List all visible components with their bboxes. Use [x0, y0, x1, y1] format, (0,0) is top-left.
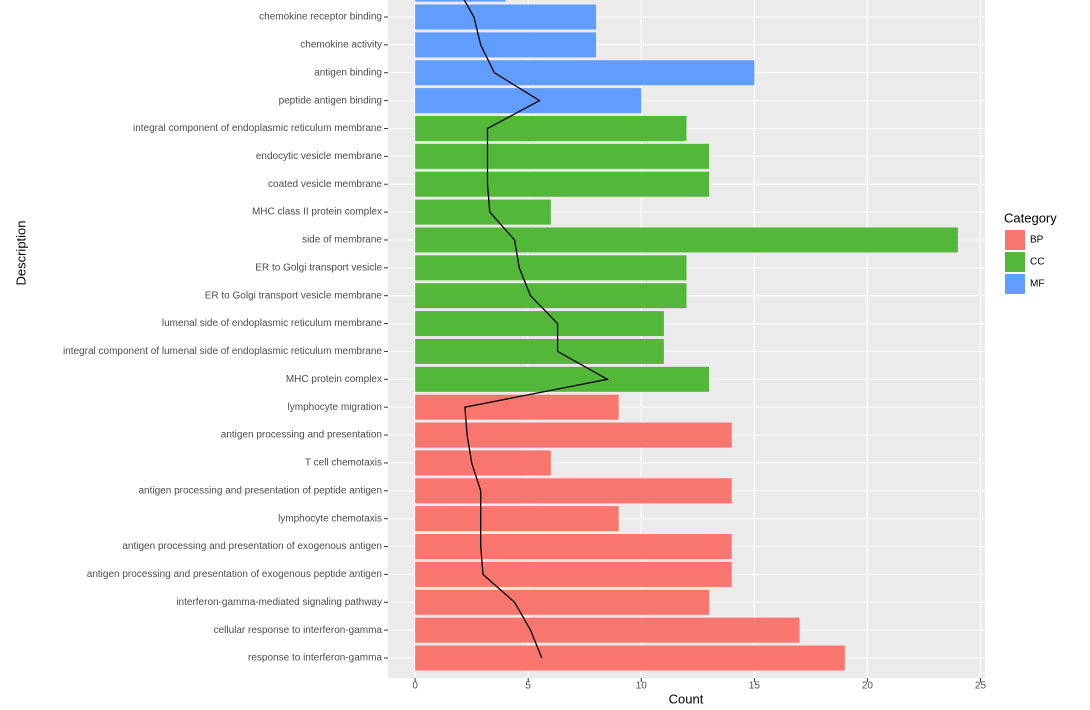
y-tick-label: lymphocyte migration	[288, 402, 382, 413]
bar	[415, 645, 845, 671]
bar	[415, 450, 551, 476]
bar	[415, 143, 710, 169]
y-tick-label: MHC protein complex	[286, 374, 382, 385]
legend-key	[1005, 274, 1025, 294]
y-tick-label: chemokine receptor binding	[259, 12, 382, 23]
y-tick-label: integral component of lumenal side of en…	[63, 346, 382, 357]
x-tick-label: 25	[975, 681, 987, 692]
legend-key	[1005, 252, 1025, 272]
y-axis-title: Description	[13, 220, 28, 285]
bar	[415, 617, 800, 643]
y-tick-label: antigen processing and presentation of e…	[122, 541, 382, 552]
y-tick-label: interferon-gamma-mediated signaling path…	[176, 597, 382, 608]
y-tick-label: endocytic vesicle membrane	[256, 151, 383, 162]
bar	[415, 534, 732, 560]
bar	[415, 338, 664, 364]
bar	[415, 199, 551, 225]
y-tick-label: antigen processing and presentation of p…	[138, 485, 382, 496]
y-tick-label: ER to Golgi transport vesicle membrane	[205, 290, 383, 301]
bar	[415, 4, 597, 30]
y-tick-label: T cell chemotaxis	[305, 458, 382, 469]
legend-label: BP	[1030, 235, 1044, 246]
bar	[415, 255, 687, 281]
legend-label: CC	[1030, 257, 1044, 268]
x-tick-label: 15	[749, 681, 761, 692]
bar	[415, 589, 710, 615]
bar	[415, 283, 687, 309]
legend-title: Category	[1004, 210, 1057, 225]
bar	[415, 32, 597, 58]
y-tick-label: antigen binding	[314, 67, 382, 78]
bar	[415, 115, 687, 141]
y-tick-label: cellular response to interferon-gamma	[214, 625, 383, 636]
bar	[415, 171, 710, 197]
x-axis-title: Count	[669, 691, 704, 706]
x-tick-label: 20	[862, 681, 874, 692]
y-tick-label: lymphocyte chemotaxis	[278, 513, 382, 524]
bar	[415, 88, 642, 114]
bar	[415, 506, 619, 532]
y-tick-label: ER to Golgi transport vesicle	[255, 262, 382, 273]
bar	[415, 561, 732, 587]
y-tick-label: chemokine activity	[300, 40, 382, 51]
y-tick-label: antigen processing and presentation of e…	[87, 569, 382, 580]
bar	[415, 60, 755, 86]
bar	[415, 311, 664, 337]
y-tick-label: MHC class II protein complex	[252, 207, 382, 218]
bar	[415, 227, 958, 253]
y-tick-label: coated vesicle membrane	[268, 179, 382, 190]
bar	[415, 478, 732, 504]
bar	[415, 394, 619, 420]
trend-line	[463, 0, 610, 659]
x-tick-label: 0	[412, 681, 418, 692]
y-tick-label: peptide antigen binding	[279, 95, 382, 106]
y-tick-label: response to interferon-gamma	[248, 653, 382, 664]
y-tick-label: integral component of endoplasmic reticu…	[133, 123, 382, 134]
legend-label: MF	[1030, 279, 1044, 290]
x-tick-label: 10	[636, 681, 648, 692]
bar	[415, 0, 506, 2]
y-tick-label: side of membrane	[302, 235, 382, 246]
bar	[415, 422, 732, 448]
legend-key	[1005, 230, 1025, 250]
y-tick-label: lumenal side of endoplasmic reticulum me…	[162, 318, 383, 329]
x-tick-label: 5	[525, 681, 531, 692]
y-tick-label: antigen processing and presentation	[221, 430, 382, 441]
